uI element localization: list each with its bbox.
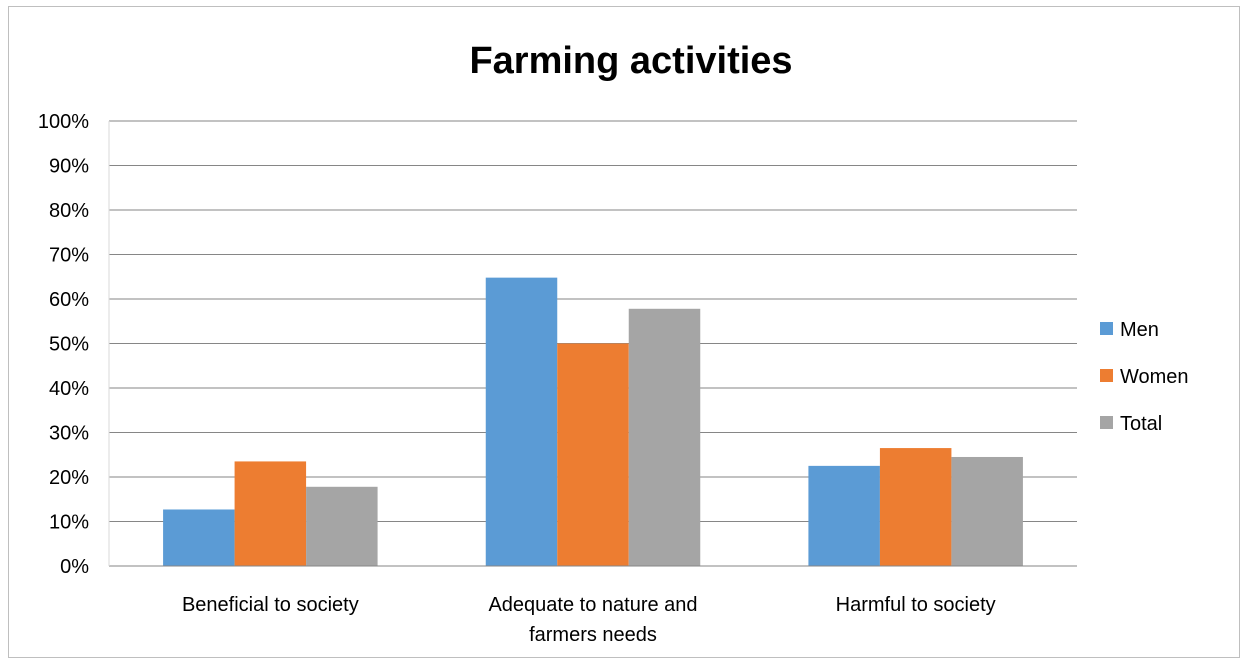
bar-total [628,308,701,566]
x-category-label: Harmful to society [836,594,996,616]
bar-men [485,277,558,566]
y-tick-label: 80% [49,200,89,222]
chart-frame: Farming activities 0% 10% 20% 30% 40% 50% 60% 7… [8,6,1240,658]
y-tick-label: 0% [60,556,89,578]
x-axis [108,121,1077,567]
x-category-label: Adequate to nature and farmers needs [488,594,697,646]
y-tick-label: 20% [49,467,89,489]
legend-label: Men [1120,319,1159,341]
legend-label: Total [1120,413,1162,435]
chart-title: Farming activities [469,40,792,82]
y-tick-label: 50% [49,334,89,356]
y-tick-label: 40% [49,378,89,400]
y-tick-label: 70% [49,245,89,267]
bar-men [808,465,880,566]
bar-total [306,486,378,566]
legend-swatch-women [1100,369,1113,382]
y-tick-label: 30% [49,423,89,445]
y-tick-label: 10% [49,512,89,534]
legend: Men Women Total [1100,319,1189,435]
bar-women [879,448,952,566]
legend-swatch-men [1100,322,1113,335]
legend-swatch-total [1100,416,1113,429]
bar-women [557,343,629,566]
bar-chart: Farming activities 0% 10% 20% 30% 40% 50% 60% 7… [38,40,1189,646]
y-axis-tick-labels: 0% 10% 20% 30% 40% 50% 60% 70% 80% 90% 100% [38,111,89,578]
bar-women [234,461,307,566]
y-tick-label: 90% [49,156,89,178]
legend-label: Women [1120,366,1189,388]
bars [163,277,1023,566]
x-axis-category-labels: Beneficial to society Adequate to nature … [182,594,996,646]
y-tick-label: 60% [49,289,89,311]
y-tick-label: 100% [38,111,89,133]
bar-total [951,456,1023,566]
x-category-label: Beneficial to society [182,594,359,616]
bar-men [163,509,235,566]
